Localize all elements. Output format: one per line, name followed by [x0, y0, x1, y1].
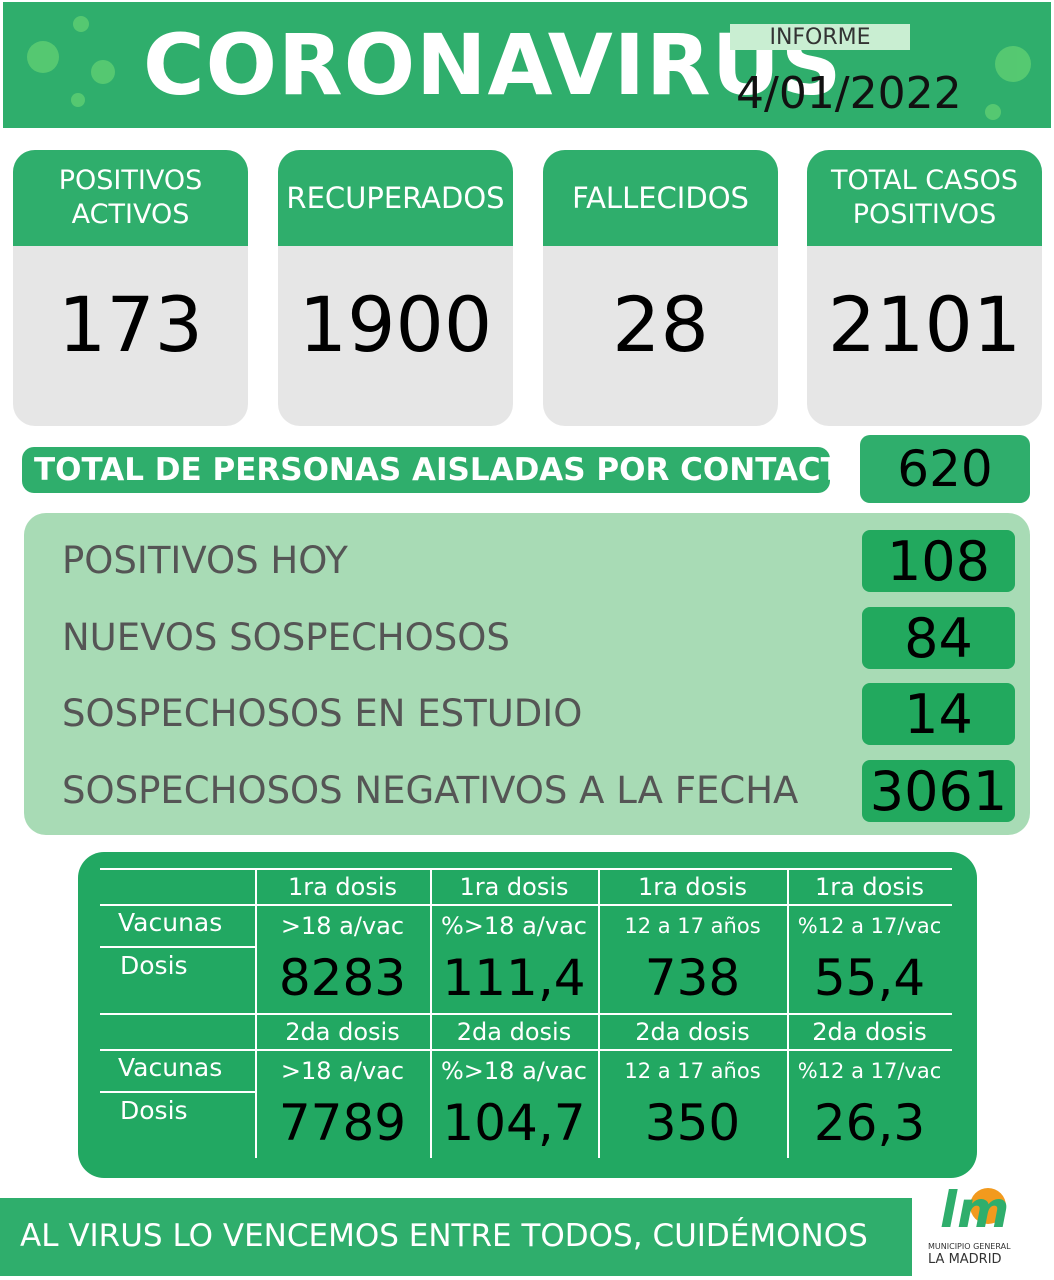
stat-value: 108 — [862, 530, 1015, 593]
logo-name: LA MADRID — [928, 1252, 1002, 1267]
dose-subheader: %>18 a/vac — [441, 1057, 587, 1085]
report-tag: INFORME — [730, 24, 910, 50]
card-header: POSITIVOS ACTIVOS — [13, 150, 248, 246]
grid-line — [100, 1049, 952, 1051]
dose-value: 104,7 — [442, 1094, 586, 1152]
dose-value: 55,4 — [813, 949, 926, 1007]
dose-subheader: %>18 a/vac — [441, 912, 587, 940]
report-date: 4/01/2022 — [736, 68, 962, 119]
card-value: 173 — [57, 280, 204, 369]
card-value: 2101 — [827, 280, 1022, 369]
stat-label: SOSPECHOSOS NEGATIVOS A LA FECHA — [62, 768, 799, 812]
dose-subheader: %12 a 17/vac — [797, 914, 942, 938]
dose-header: 1ra dosis — [637, 873, 748, 901]
dose-header: 1ra dosis — [814, 873, 925, 901]
grid-line — [787, 1013, 789, 1158]
logo-sun — [970, 1188, 1006, 1224]
dose-header: 1ra dosis — [459, 873, 569, 901]
dose-value: 350 — [644, 1094, 741, 1152]
dose-value: 26,3 — [813, 1094, 926, 1152]
grid-line — [430, 1013, 432, 1158]
stat-value: 14 — [862, 683, 1015, 746]
dose-header: 2da dosis — [812, 1018, 927, 1046]
grid-line — [100, 1013, 952, 1015]
grid-line — [100, 868, 952, 870]
grid-line — [598, 1013, 600, 1158]
stat-card: RECUPERADOS 1900 — [278, 150, 513, 426]
grid-line — [100, 1091, 255, 1093]
dose-value: 111,4 — [442, 949, 586, 1007]
card-label: ACTIVOS — [71, 199, 190, 230]
card-label: FALLECIDOS — [572, 181, 749, 215]
isolated-value: 620 — [860, 435, 1030, 503]
stat-label: NUEVOS SOSPECHOSOS — [62, 615, 510, 659]
dose-header: 2da dosis — [456, 1018, 572, 1046]
grid-line — [100, 904, 952, 906]
dose-label: Dosis — [120, 1096, 188, 1125]
dose-header: 2da dosis — [635, 1018, 750, 1046]
card-header: TOTAL CASOS POSITIVOS — [807, 150, 1042, 246]
dose-value: 738 — [644, 949, 741, 1007]
grid-line — [255, 868, 257, 1013]
stat-value: 84 — [862, 607, 1015, 670]
title: CORONAVIRUS — [143, 16, 843, 114]
dose-subheader: >18 a/vac — [280, 912, 405, 940]
logo-sub: MUNICIPIO GENERAL — [928, 1242, 1011, 1251]
stat-value: 3061 — [862, 760, 1015, 823]
grid-line — [430, 868, 432, 1013]
grid-line — [255, 1013, 257, 1158]
row-label: Vacunas — [118, 908, 223, 937]
dose-header: 1ra dosis — [287, 873, 398, 901]
dose-subheader: 12 a 17 años — [624, 914, 761, 938]
dose-header: 2da dosis — [285, 1018, 400, 1046]
card-header: RECUPERADOS — [278, 150, 513, 246]
card-label: TOTAL CASOS — [830, 165, 1019, 196]
card-value: 28 — [612, 280, 709, 369]
card-label: POSITIVOS — [852, 199, 997, 230]
header-band: CORONAVIRUS INFORME 4/01/2022 — [3, 2, 1051, 128]
stat-label: SOSPECHOSOS EN ESTUDIO — [62, 691, 583, 735]
grid-line — [787, 868, 789, 1013]
grid-line — [100, 946, 255, 948]
footer-band: AL VIRUS LO VENCEMOS ENTRE TODOS, CUIDÉM… — [0, 1198, 912, 1276]
stat-card: POSITIVOS ACTIVOS 173 — [13, 150, 248, 426]
isolated-label: TOTAL DE PERSONAS AISLADAS POR CONTACTO — [22, 447, 868, 493]
dose-value: 8283 — [278, 949, 407, 1007]
virus-decor — [27, 16, 1031, 120]
dose-label: Dosis — [120, 951, 188, 980]
row-label: Vacunas — [118, 1053, 223, 1082]
slogan: AL VIRUS LO VENCEMOS ENTRE TODOS, CUIDÉM… — [20, 1218, 868, 1254]
vaccine-panel — [78, 852, 977, 1178]
logo: lm MUNICIPIO GENERAL LA MADRID — [920, 1180, 1030, 1275]
card-header: FALLECIDOS — [543, 150, 778, 246]
stat-card: FALLECIDOS 28 — [543, 150, 778, 426]
dose-subheader: 12 a 17 años — [624, 1059, 761, 1083]
card-label: RECUPERADOS — [286, 181, 505, 215]
dose-subheader: %12 a 17/vac — [797, 1059, 942, 1083]
stat-label: POSITIVOS HOY — [62, 538, 348, 582]
stat-card: TOTAL CASOS POSITIVOS 2101 — [807, 150, 1042, 426]
dose-value: 7789 — [278, 1094, 407, 1152]
card-label: POSITIVOS — [58, 165, 203, 196]
card-value: 1900 — [298, 280, 493, 369]
grid-line — [598, 868, 600, 1013]
dose-subheader: >18 a/vac — [280, 1057, 405, 1085]
logo-mark: lm — [940, 1181, 1010, 1239]
